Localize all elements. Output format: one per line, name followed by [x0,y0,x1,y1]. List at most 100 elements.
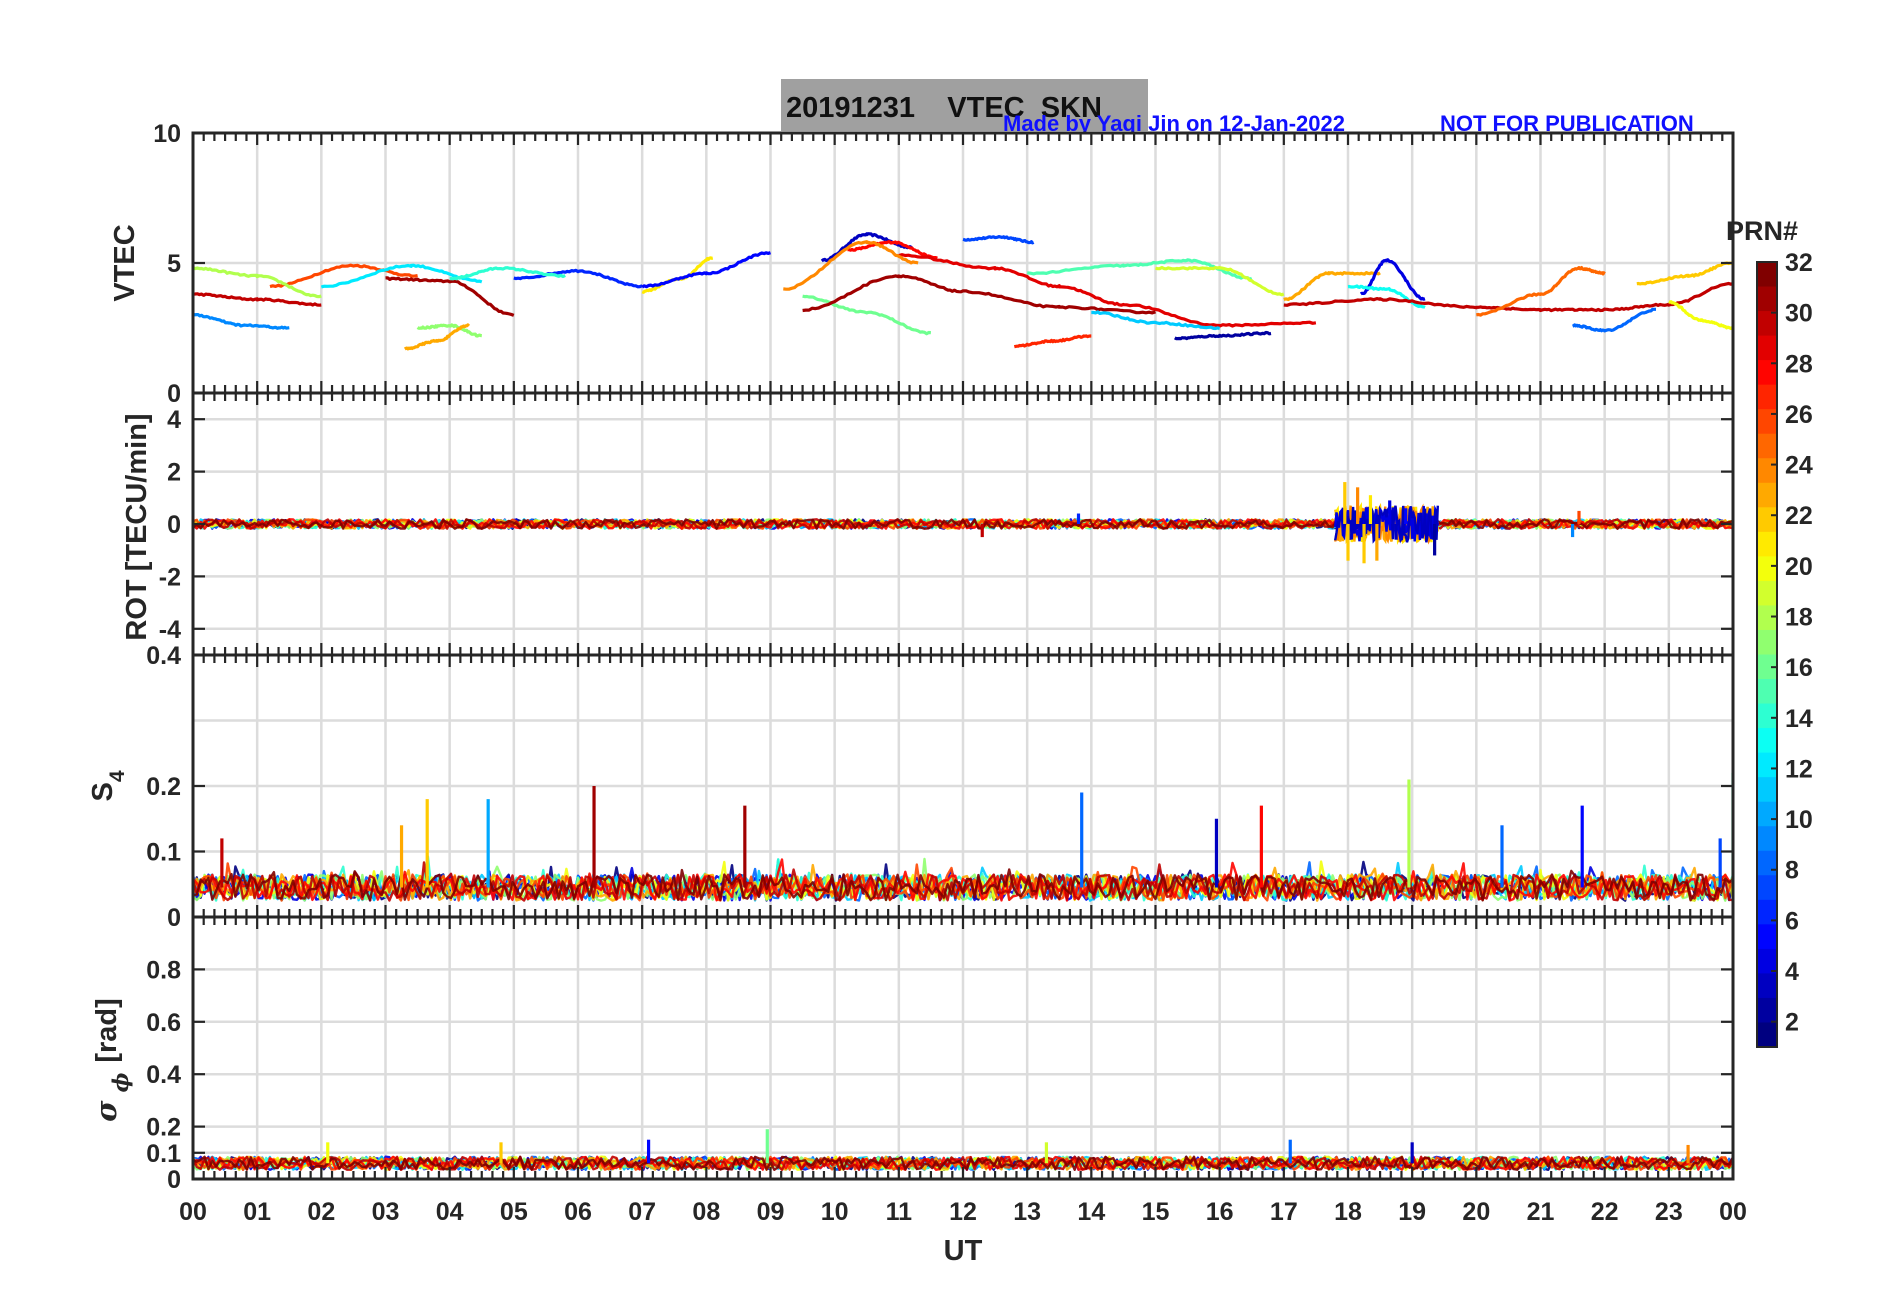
x-tick-label: 11 [886,1198,913,1226]
sigphi-y-tick-label: 0.4 [146,1061,181,1089]
colorbar-swatch [1757,360,1777,386]
x-tick-labels: 00 01 02 03 04 05 06 07 08 09 10 11 12 13 14 15 16 17 18 19… [179,1198,1747,1226]
colorbar-swatch [1757,899,1777,925]
colorbar-swatch [1757,384,1777,410]
x-axis-label: UT [944,1235,983,1267]
vtec-track-prn-4 [1359,258,1426,301]
x-tick-label: 13 [1013,1198,1041,1226]
colorbar-swatch [1757,580,1777,607]
vtec-panel: 0 5 10 VTEC [109,120,1735,408]
colorbar-swatch [1757,507,1777,533]
colorbar-tick-label: 16 [1785,654,1813,682]
sigphi-y-tick-label: 0.2 [146,1114,181,1142]
colorbar-swatch [1757,826,1777,852]
x-tick-label: 16 [1206,1198,1234,1226]
vtec-track-prn-22 [1636,261,1733,286]
colorbar-tick-label: 8 [1785,857,1799,885]
x-tick-label: 05 [500,1198,528,1226]
colorbar-title: PRN# [1726,216,1798,246]
colorbar-tick-label: 22 [1785,502,1813,530]
x-tick-label: 17 [1270,1198,1298,1226]
colorbar-tick-label: 30 [1785,300,1813,328]
vtec-track-prn-8 [1572,307,1656,333]
colorbar-swatch [1757,458,1777,484]
colorbar-swatch [1757,311,1777,337]
vtec-track-prn-6 [513,268,643,289]
x-tick-label: 18 [1334,1198,1362,1226]
s4-y-tick-label: 0.1 [146,839,181,867]
colorbar-tick-label: 20 [1785,553,1813,581]
vtec-track-prn-14 [449,266,566,281]
figure-title: 20191231 VTEC SKN [786,92,1102,124]
vtec-track-prn-31 [385,276,515,317]
colorbar-swatch [1757,948,1777,975]
vtec-y-tick-label: 5 [167,250,181,278]
colorbar-tick-label: 24 [1785,452,1813,480]
vtec-track-prn-5 [641,251,772,289]
rot-y-tick-label: -4 [159,616,181,644]
vtec-track-prn-11 [1091,310,1221,331]
x-tick-label: 20 [1462,1198,1490,1226]
s4-panel: 0 0.1 0.2 0.4 S4 [87,642,1735,932]
x-tick-label: 10 [821,1198,849,1226]
vtec-track-prn-23 [1283,271,1381,302]
sigphi-y-tick-label: 0.1 [146,1140,181,1168]
sigma-phi-y-label: σϕ[rad] [89,998,133,1122]
sigma-phi-panel: 00.10.2 0.4 0.6 0.8 σϕ[rad] [89,915,1735,1194]
vtec-track-prn-16 [802,294,932,336]
colorbar-swatch [1757,924,1777,950]
rot-y-tick-label: 0 [167,511,181,539]
colorbar-swatch [1757,752,1777,778]
rot-y-tick-label: -2 [159,563,181,591]
x-tick-label: 15 [1142,1198,1170,1226]
x-tick-label: 23 [1655,1198,1683,1226]
colorbar-tick-label: 32 [1785,249,1813,277]
x-tick-label: 12 [949,1198,977,1226]
colorbar-swatch [1757,605,1777,631]
vtec-track-prn-2 [1174,330,1272,341]
colorbar-tick-label: 4 [1785,958,1799,986]
colorbar-swatch [1757,482,1777,508]
vtec-y-tick-label: 10 [153,120,181,148]
vtec-track-prn-20 [1668,300,1733,331]
colorbar-swatch [1757,679,1777,705]
rot-burst-prn-3 [1334,504,1439,544]
x-tick-label: 14 [1077,1198,1105,1226]
vtec-y-tick-label: 0 [167,380,181,408]
rot-y-tick-label: 4 [167,406,181,434]
colorbar-swatch [1757,335,1777,361]
x-tick-label: 21 [1527,1198,1555,1226]
rot-y-label: ROT [TECU/min] [121,413,153,640]
vtec-track-prn-27 [1013,334,1092,349]
colorbar-tick-label: 18 [1785,604,1813,632]
vtec-track-prn-17 [416,323,483,338]
x-tick-label: 00 [179,1198,207,1226]
vtec-track-prn-25 [1476,266,1606,317]
s4-series-prn-32 [193,868,1733,902]
colorbar-swatch [1757,973,1777,999]
vtec-track-prn-7 [962,235,1035,245]
vtec-track-prn-29 [898,253,1317,328]
colorbar-swatch [1757,777,1777,803]
colorbar-tick-label: 14 [1785,705,1813,733]
colorbar-swatch [1757,997,1777,1024]
colorbar-swatch [1757,654,1777,680]
vtec-track-prn-26 [269,263,418,289]
colorbar-tick-label: 2 [1785,1009,1799,1037]
vtec-track-prn-19 [1155,265,1285,297]
rot-series-prn-30 [193,518,1733,530]
colorbar-swatch [1757,875,1777,901]
title-box [781,79,1148,131]
colorbar-tick-label: 26 [1785,401,1813,429]
rot-y-tick-label: 2 [167,459,181,487]
x-tick-label: 04 [436,1198,464,1226]
x-tick-label: 03 [372,1198,400,1226]
sigphi-y-tick-label: 0.6 [146,1009,181,1037]
colorbar-swatch [1757,286,1777,312]
colorbar-swatch [1757,556,1777,582]
x-tick-label: 00 [1719,1198,1747,1226]
colorbar-swatch [1757,703,1777,729]
colorbar-frame [1756,261,1778,1048]
x-tick-label: 22 [1591,1198,1619,1226]
